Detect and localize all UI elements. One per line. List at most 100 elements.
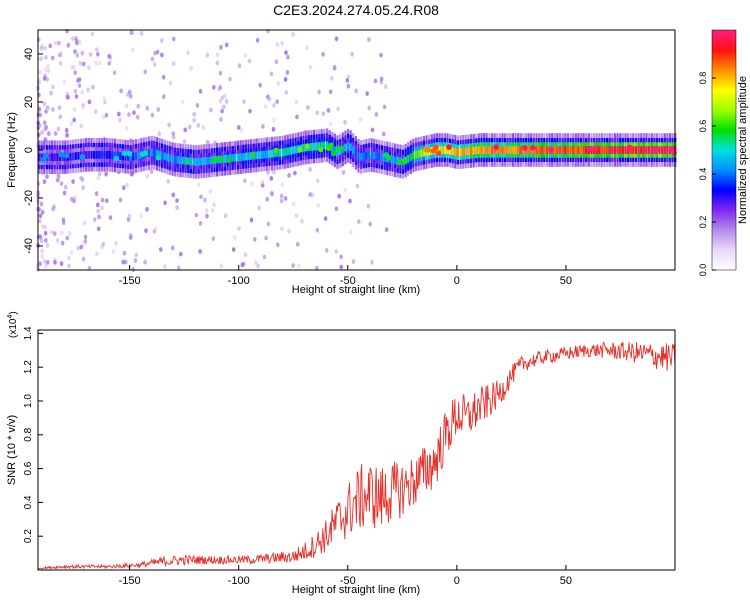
spectrogram-speckle	[233, 235, 237, 240]
spectrogram-speckle	[247, 58, 252, 64]
spectrogram-speckle	[308, 167, 312, 172]
spectrogram-ridge-cell	[501, 146, 504, 154]
spectrogram-peak	[79, 154, 86, 160]
spectrogram-ridge-cell	[511, 146, 514, 154]
spectrogram-speckle	[201, 125, 206, 131]
y-tick-label: 1.2	[23, 360, 34, 374]
spectrogram-speckle	[367, 105, 372, 111]
spectrogram-speckle	[261, 124, 265, 129]
spectrogram-speckle	[155, 49, 160, 55]
spectrogram-ridge-cell	[661, 146, 664, 154]
spectrogram-speckle	[279, 198, 284, 204]
spectrogram-ridge-cell	[166, 153, 169, 162]
spectrogram-speckle	[266, 221, 271, 227]
spectrogram-ridge-cell	[289, 147, 292, 155]
spectrogram-speckle	[334, 206, 339, 212]
spectrogram-peak	[226, 157, 232, 163]
spectrogram-y-ticks: -40 -20 0 20 40	[23, 48, 43, 254]
spectrogram-speckle	[337, 193, 342, 199]
y-tick-label: 0.8	[23, 427, 34, 441]
spectrogram-speckle	[287, 173, 291, 178]
x-tick-label: -50	[340, 275, 356, 287]
spectrogram-speckle	[310, 192, 314, 198]
spectrogram-ridge-cell	[538, 146, 541, 154]
spectrogram-ridge-cell	[485, 146, 488, 154]
spectrogram-ridge-cell	[77, 151, 80, 160]
spectrogram-speckle	[379, 52, 383, 58]
spectrogram-ridge-cell	[38, 153, 41, 162]
spectrogram-peak	[184, 158, 190, 164]
spectrogram-ridge-cell	[391, 155, 394, 164]
spectrogram-ridge-cell	[315, 142, 318, 151]
spectrogram-speckle	[55, 238, 60, 243]
spectrogram-ridge-cell	[606, 146, 609, 154]
spectrogram-speckle	[77, 83, 82, 88]
spectrogram-ridge-cell	[514, 146, 517, 154]
spectrogram-speckle	[66, 42, 71, 48]
spectrogram-ridge-cell	[545, 146, 549, 154]
spectrogram-speckle	[134, 252, 139, 258]
spectrogram-speckle	[276, 81, 281, 86]
spectrogram-peak	[338, 145, 345, 152]
spectrogram-speckle	[293, 170, 297, 176]
spectrogram-ridge-cell	[69, 152, 72, 161]
spectrogram-speckle	[346, 74, 351, 80]
spectrogram-speckle	[192, 117, 196, 123]
spectrogram-peak	[592, 145, 599, 151]
colorbar-label: Normalized spectral amplitude	[737, 76, 749, 224]
spectrogram-speckle	[94, 191, 99, 197]
spectrogram-speckle	[145, 206, 149, 212]
spectrogram-speckle	[354, 88, 359, 94]
spectrogram-speckle	[81, 61, 86, 67]
spectrogram-speckle	[44, 54, 48, 60]
spectrogram-ridge-cell	[113, 151, 117, 160]
spectrogram-speckle	[39, 201, 44, 207]
spectrogram-speckle	[219, 263, 224, 269]
spectrogram-peak	[548, 147, 554, 153]
spectrogram-speckle	[365, 91, 370, 96]
spectrogram-speckle	[152, 229, 157, 234]
spectrogram-speckle	[52, 204, 56, 210]
snr-multiplier-exp: 4	[7, 315, 14, 319]
spectrogram-ridge-cell	[129, 153, 132, 162]
spectrogram-ridge-cell	[469, 147, 473, 155]
spectrogram-ridge-cell	[312, 142, 316, 151]
spectrogram-ridge-cell	[205, 157, 208, 165]
spectrogram-ridge-cell	[231, 154, 234, 162]
spectrogram-speckle	[78, 61, 83, 66]
spectrogram-speckle	[128, 89, 132, 95]
spectrogram-peak	[40, 157, 46, 163]
spectrogram-speckle	[315, 265, 319, 271]
spectrogram-speckle	[239, 128, 244, 134]
spectrogram-speckle	[182, 139, 187, 145]
spectrogram-speckle	[346, 83, 351, 89]
snr-series-line	[37, 341, 676, 570]
spectrogram-speckle	[181, 99, 185, 105]
spectrogram-speckle	[366, 203, 371, 209]
spectrogram-speckle	[175, 198, 179, 204]
spectrogram-ridge-cell	[509, 146, 512, 154]
spectrogram-ridge-cell	[284, 148, 287, 156]
spectrogram-ridge-cell	[579, 146, 583, 154]
spectrogram-ridge-cell	[202, 157, 206, 165]
spectrogram-ridge-cell	[561, 146, 564, 154]
spectrogram-peak	[587, 146, 594, 152]
spectrogram-ridge-cell	[642, 146, 645, 154]
spectrogram-peak	[210, 157, 217, 164]
spectrogram-speckle	[237, 125, 241, 130]
spectrogram-speckle	[171, 192, 175, 198]
spectrogram-speckle	[187, 124, 192, 130]
spectrogram-speckle	[145, 105, 149, 111]
spectrogram-peak	[121, 150, 128, 157]
spectrogram-speckle	[219, 117, 223, 122]
spectrogram-speckle	[171, 61, 176, 66]
spectrogram-peak	[273, 147, 280, 154]
colorbar-tick-label: 0.4	[698, 168, 708, 181]
spectrogram-speckle	[143, 259, 147, 265]
spectrogram-ridge-cell	[111, 151, 114, 159]
spectrogram-peak	[328, 142, 335, 149]
spectrogram-ridge-cell	[375, 152, 378, 160]
spectrogram-peak	[653, 147, 659, 154]
snr-multiplier-base: (x10	[8, 318, 19, 338]
spectrogram-ridge-cell	[108, 151, 111, 159]
